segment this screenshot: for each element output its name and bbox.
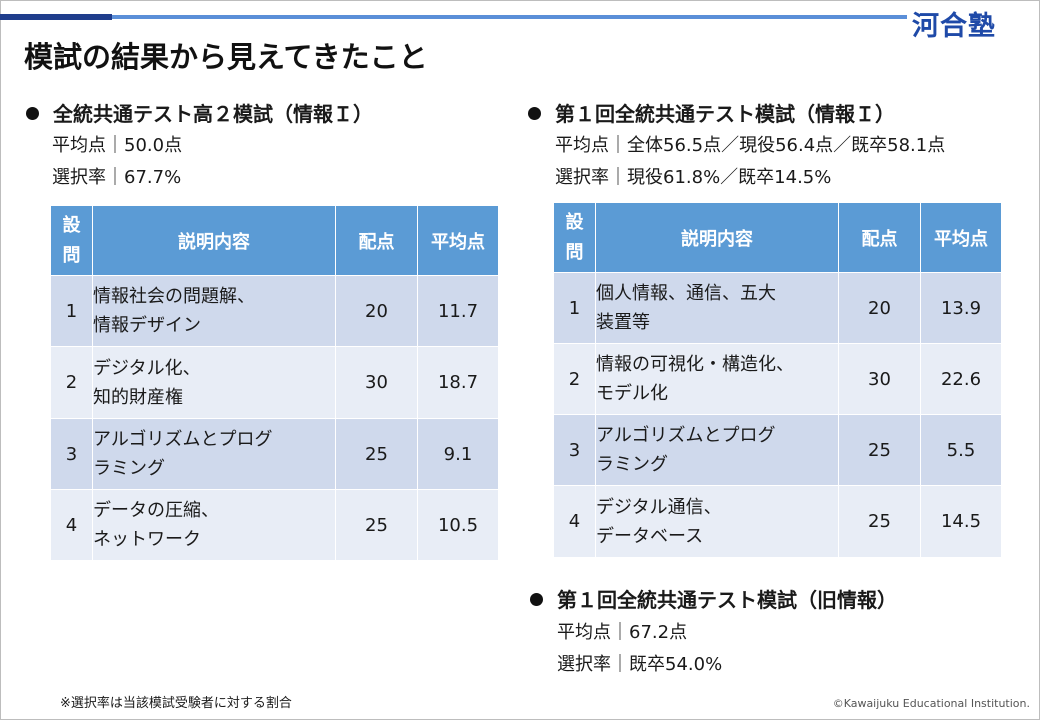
column-header-average: 平均点 bbox=[417, 205, 499, 276]
question-number: 3 bbox=[553, 414, 596, 486]
bullet-icon bbox=[26, 107, 39, 120]
table-row: 3 アルゴリズムとプログ ラミング 25 5.5 bbox=[553, 414, 1002, 486]
old-average: 平均点｜67.2点 bbox=[557, 622, 688, 643]
question-number: 2 bbox=[553, 343, 596, 415]
average-cell: 13.9 bbox=[920, 272, 1002, 344]
points-cell: 30 bbox=[335, 346, 418, 419]
column-header-description: 説明内容 bbox=[595, 202, 839, 273]
description-cell: データの圧縮、 ネットワーク bbox=[92, 489, 336, 561]
description-cell: 個人情報、通信、五大 装置等 bbox=[595, 272, 839, 344]
description-cell: アルゴリズムとプログ ラミング bbox=[92, 418, 336, 490]
question-number: 1 bbox=[50, 275, 93, 347]
table-row: 2 デジタル化、 知的財産権 30 18.7 bbox=[50, 346, 499, 419]
average-cell: 22.6 bbox=[920, 343, 1002, 415]
footnote: ※選択率は当該模試受験者に対する割合 bbox=[60, 696, 292, 711]
copyright: ©Kawaijuku Educational Institution. bbox=[832, 697, 1030, 710]
description-cell: デジタル化、 知的財産権 bbox=[92, 346, 336, 419]
right-heading-text: 第１回全統共通テスト模試（情報Ｉ） bbox=[555, 102, 895, 126]
column-header-points: 配点 bbox=[838, 202, 921, 273]
question-number: 1 bbox=[553, 272, 596, 344]
table-row: 4 デジタル通信、 データベース 25 14.5 bbox=[553, 485, 1002, 558]
average-cell: 5.5 bbox=[920, 414, 1002, 486]
points-cell: 20 bbox=[335, 275, 418, 347]
average-cell: 9.1 bbox=[417, 418, 499, 490]
right-results-table: 設問 説明内容 配点 平均点 1 個人情報、通信、五大 装置等 20 13.9 2… bbox=[553, 202, 1002, 558]
points-cell: 20 bbox=[838, 272, 921, 344]
points-cell: 25 bbox=[838, 485, 921, 558]
kawaijuku-logo: 河合塾 bbox=[912, 11, 996, 42]
right-selection-rate: 選択率｜現役61.8%／既卒14.5% bbox=[555, 167, 832, 188]
average-cell: 10.5 bbox=[417, 489, 499, 561]
column-header-average: 平均点 bbox=[920, 202, 1002, 273]
bullet-icon bbox=[530, 593, 543, 606]
points-cell: 25 bbox=[838, 414, 921, 486]
left-heading-text: 全統共通テスト高２模試（情報Ｉ） bbox=[53, 102, 373, 126]
left-section-heading: 全統共通テスト高２模試（情報Ｉ） bbox=[26, 98, 373, 127]
left-selection-rate: 選択率｜67.7% bbox=[52, 167, 182, 188]
column-header-points: 配点 bbox=[335, 205, 418, 276]
points-cell: 30 bbox=[838, 343, 921, 415]
question-number: 3 bbox=[50, 418, 93, 490]
table-header-row: 設問 説明内容 配点 平均点 bbox=[50, 205, 499, 276]
question-number: 4 bbox=[50, 489, 93, 561]
column-header-description: 説明内容 bbox=[92, 205, 336, 276]
page-title: 模試の結果から見えてきたこと bbox=[24, 40, 428, 74]
table-row: 3 アルゴリズムとプログ ラミング 25 9.1 bbox=[50, 418, 499, 490]
table-header-row: 設問 説明内容 配点 平均点 bbox=[553, 202, 1002, 273]
points-cell: 25 bbox=[335, 418, 418, 490]
right-average: 平均点｜全体56.5点／現役56.4点／既卒58.1点 bbox=[555, 135, 946, 156]
column-header-question: 設問 bbox=[50, 205, 93, 276]
description-cell: 情報社会の問題解、 情報デザイン bbox=[92, 275, 336, 347]
table-row: 1 個人情報、通信、五大 装置等 20 13.9 bbox=[553, 272, 1002, 344]
old-section-heading: 第１回全統共通テスト模試（旧情報） bbox=[530, 584, 897, 613]
left-average: 平均点｜50.0点 bbox=[52, 135, 183, 156]
description-cell: デジタル通信、 データベース bbox=[595, 485, 839, 558]
left-results-table: 設問 説明内容 配点 平均点 1 情報社会の問題解、 情報デザイン 20 11.7… bbox=[50, 205, 499, 561]
description-cell: アルゴリズムとプログ ラミング bbox=[595, 414, 839, 486]
description-cell: 情報の可視化・構造化、 モデル化 bbox=[595, 343, 839, 415]
table-row: 4 データの圧縮、 ネットワーク 25 10.5 bbox=[50, 489, 499, 561]
bullet-icon bbox=[528, 107, 541, 120]
old-heading-text: 第１回全統共通テスト模試（旧情報） bbox=[557, 588, 897, 612]
column-header-question: 設問 bbox=[553, 202, 596, 273]
right-section-heading: 第１回全統共通テスト模試（情報Ｉ） bbox=[528, 98, 895, 127]
average-cell: 18.7 bbox=[417, 346, 499, 419]
average-cell: 14.5 bbox=[920, 485, 1002, 558]
question-number: 4 bbox=[553, 485, 596, 558]
table-row: 1 情報社会の問題解、 情報デザイン 20 11.7 bbox=[50, 275, 499, 347]
table-row: 2 情報の可視化・構造化、 モデル化 30 22.6 bbox=[553, 343, 1002, 415]
average-cell: 11.7 bbox=[417, 275, 499, 347]
old-selection-rate: 選択率｜既卒54.0% bbox=[557, 654, 723, 675]
points-cell: 25 bbox=[335, 489, 418, 561]
header-accent-bar bbox=[0, 14, 112, 20]
header-rule bbox=[112, 15, 907, 19]
question-number: 2 bbox=[50, 346, 93, 419]
